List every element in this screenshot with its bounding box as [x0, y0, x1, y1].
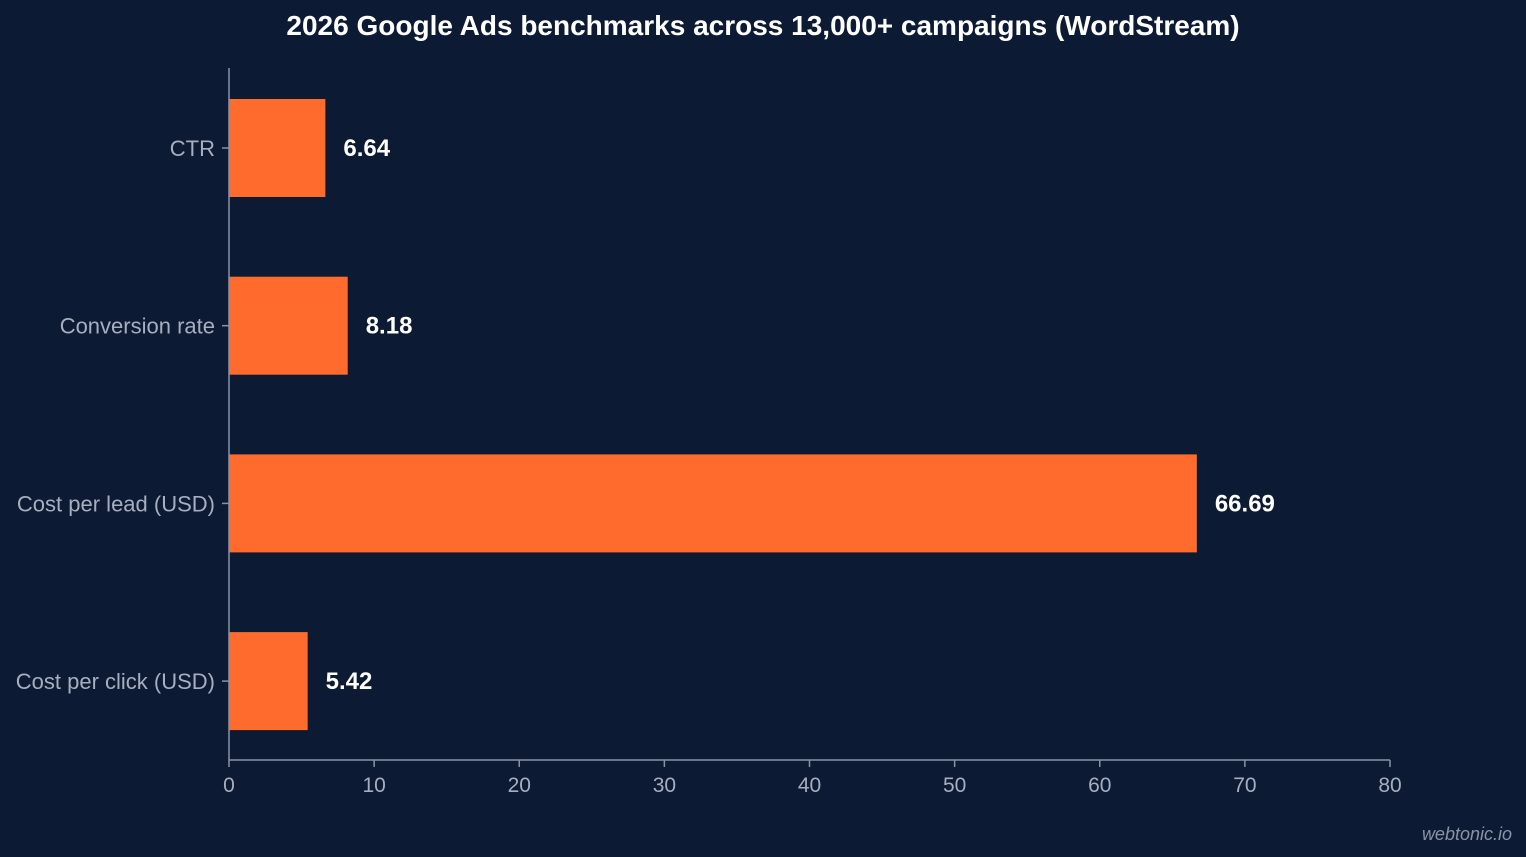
x-tick-label: 30	[653, 774, 676, 797]
x-tick-label: 10	[362, 774, 385, 797]
value-label: 5.42	[326, 668, 373, 695]
bar	[229, 454, 1197, 553]
category-label: Cost per lead (USD)	[17, 491, 215, 516]
x-tick-label: 50	[943, 774, 966, 797]
bar	[229, 276, 348, 375]
x-tick-label: 70	[1233, 774, 1256, 797]
value-label: 8.18	[366, 313, 413, 340]
x-tick-label: 40	[798, 774, 821, 797]
value-label: 6.64	[343, 135, 390, 162]
x-tick-label: 60	[1088, 774, 1111, 797]
chart-title: 2026 Google Ads benchmarks across 13,000…	[286, 10, 1240, 41]
category-label: Conversion rate	[60, 314, 215, 339]
category-label: CTR	[170, 136, 215, 161]
bar	[229, 632, 308, 731]
x-tick-label: 80	[1378, 774, 1401, 797]
category-label: Cost per click (USD)	[16, 669, 215, 694]
bar	[229, 99, 326, 197]
x-tick-label: 20	[508, 774, 531, 797]
watermark: webtonic.io	[1421, 824, 1512, 844]
x-tick-label: 0	[223, 774, 235, 797]
value-label: 66.69	[1215, 490, 1275, 517]
